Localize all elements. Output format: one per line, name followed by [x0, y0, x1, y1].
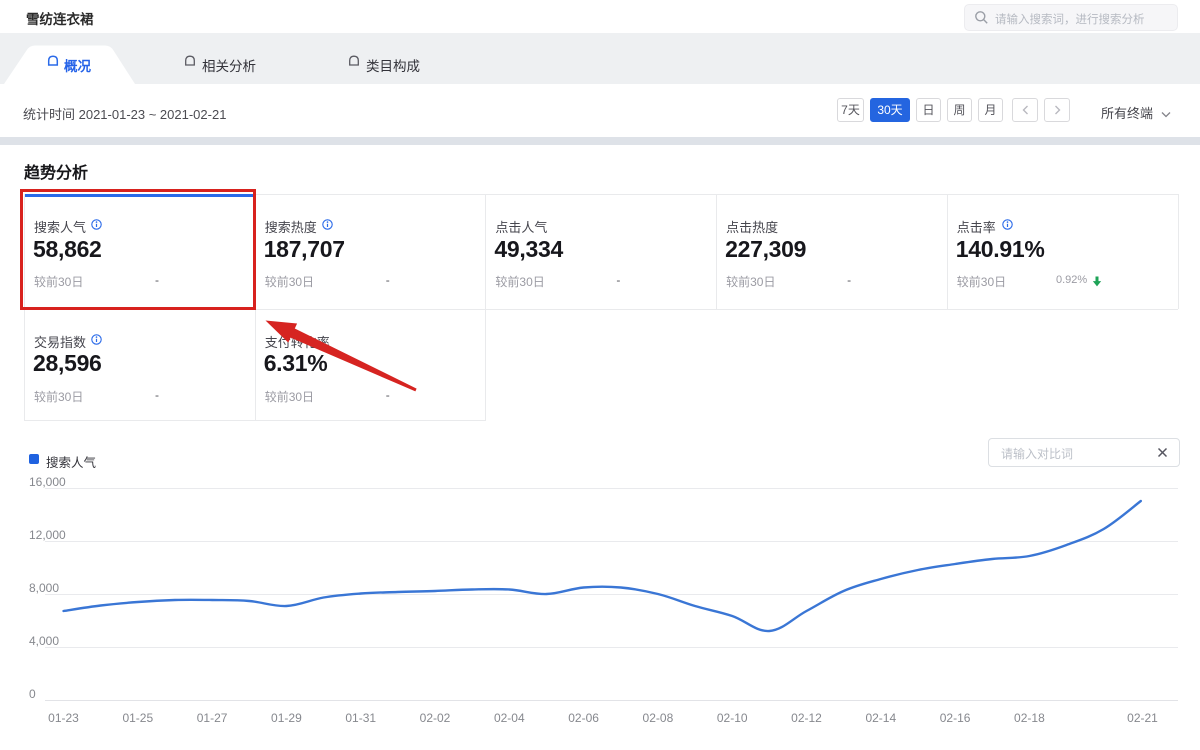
- svg-text:02-14: 02-14: [865, 711, 896, 725]
- svg-text:01-23: 01-23: [48, 711, 79, 725]
- svg-text:02-08: 02-08: [643, 711, 674, 725]
- svg-text:4,000: 4,000: [29, 634, 59, 648]
- svg-text:01-31: 01-31: [345, 711, 376, 725]
- svg-text:0: 0: [29, 687, 36, 701]
- svg-text:8,000: 8,000: [29, 581, 59, 595]
- svg-text:02-12: 02-12: [791, 711, 822, 725]
- svg-text:02-21: 02-21: [1127, 711, 1158, 725]
- svg-text:02-10: 02-10: [717, 711, 748, 725]
- svg-text:02-06: 02-06: [568, 711, 599, 725]
- svg-text:12,000: 12,000: [29, 528, 66, 542]
- svg-text:02-02: 02-02: [420, 711, 451, 725]
- svg-text:01-27: 01-27: [197, 711, 228, 725]
- svg-text:02-18: 02-18: [1014, 711, 1045, 725]
- svg-text:02-16: 02-16: [940, 711, 971, 725]
- svg-text:01-29: 01-29: [271, 711, 302, 725]
- svg-text:16,000: 16,000: [29, 475, 66, 489]
- svg-text:01-25: 01-25: [122, 711, 153, 725]
- svg-text:02-04: 02-04: [494, 711, 525, 725]
